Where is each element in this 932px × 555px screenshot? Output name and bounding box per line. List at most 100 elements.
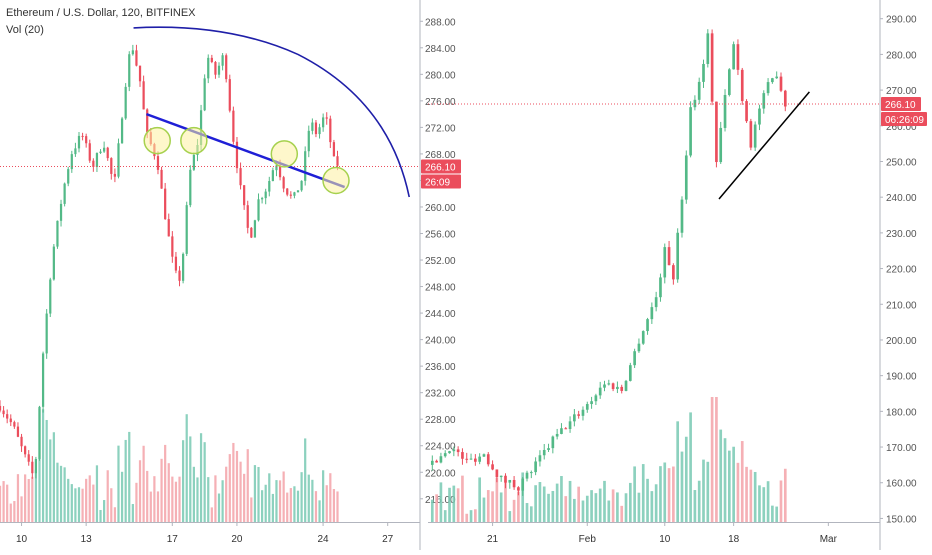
volume-bar [207, 477, 210, 522]
candle-body [482, 454, 486, 457]
candle-body [456, 449, 460, 453]
candle-body [253, 220, 257, 238]
volume-bar [758, 485, 761, 522]
volume-bar [439, 482, 443, 522]
candle-body [74, 148, 77, 155]
candle-body [336, 156, 339, 166]
volume-bar [246, 449, 249, 522]
y-tick-label: 230.00 [886, 229, 917, 240]
volume-bar [243, 473, 246, 522]
y-tick-label: 260.00 [886, 122, 917, 133]
volume-bar [0, 485, 2, 522]
volume-bar [9, 503, 12, 522]
volume-bar [289, 488, 292, 522]
candle-body [192, 154, 195, 170]
volume-bar [474, 509, 477, 522]
volume-bar [314, 491, 318, 522]
y-tick-label: 240.00 [425, 336, 456, 347]
candle-body [174, 256, 178, 271]
candle-body [736, 44, 740, 70]
x-tick-label: 18 [728, 534, 740, 545]
y-tick-label: 252.00 [425, 256, 456, 267]
highlight-circle [322, 166, 350, 195]
volume-bar [616, 492, 619, 522]
countdown-label: 06:26:09 [885, 115, 924, 126]
candle-body [232, 110, 235, 142]
volume-bar [624, 493, 628, 522]
volume-bar [461, 475, 464, 522]
volume-bar [766, 481, 770, 522]
volume-bar [504, 480, 507, 522]
volume-bar [775, 506, 779, 522]
volume-bar [783, 468, 787, 522]
volume-bar [745, 466, 748, 522]
volume-bar [38, 408, 41, 522]
volume-bar [232, 442, 235, 522]
candle-body [727, 69, 731, 95]
candle-body [560, 428, 563, 434]
candle-body [598, 387, 602, 396]
volume-bar [512, 499, 516, 522]
volume-bar [67, 478, 70, 522]
volume-bar [185, 414, 188, 522]
volume-bar [430, 499, 434, 522]
volume-bar [585, 495, 589, 522]
candle-body [654, 297, 658, 308]
candle-body [24, 446, 27, 455]
candle-body [667, 247, 671, 266]
volume-bar [124, 439, 127, 522]
volume-bar [88, 475, 91, 522]
volume-bar [174, 481, 178, 522]
volume-bar [52, 432, 55, 522]
volume-bar [221, 480, 224, 522]
candle-body [538, 455, 542, 462]
volume-bar [336, 491, 339, 522]
highlight-circle [180, 126, 208, 155]
candle-body [271, 170, 274, 181]
candle-body [693, 99, 697, 108]
candle-body [41, 353, 45, 407]
candle-body [235, 141, 239, 169]
volume-bar [27, 479, 30, 522]
volume-bar [95, 465, 99, 522]
volume-bar [633, 466, 636, 522]
volume-indicator-label[interactable]: Vol (20) [6, 24, 44, 36]
candle-body [171, 236, 174, 257]
volume-bar [199, 433, 203, 522]
x-tick-label: 20 [231, 534, 243, 545]
volume-bar [672, 466, 675, 522]
y-tick-label: 288.00 [425, 17, 456, 28]
candle-body [164, 188, 167, 220]
volume-bar [106, 470, 109, 522]
volume-bar [260, 490, 264, 522]
candle-body [753, 124, 757, 148]
candle-body [264, 191, 267, 199]
highlight-circle [270, 140, 299, 168]
y-tick-label: 220.00 [886, 265, 917, 276]
volume-bar [637, 492, 641, 522]
candle-body [581, 409, 585, 416]
y-tick-label: 284.00 [425, 44, 456, 55]
candle-body [106, 147, 109, 159]
y-tick-label: 280.00 [886, 50, 917, 61]
candle-body [278, 165, 282, 178]
y-tick-label: 280.00 [425, 70, 456, 81]
candle-body [697, 81, 701, 100]
countdown-label: 26:09 [425, 178, 450, 189]
volume-bar [491, 491, 494, 522]
candle-body [6, 414, 9, 419]
candle-body [243, 185, 246, 206]
volume-bar [92, 484, 95, 522]
candle-body [689, 107, 692, 156]
candle-body [117, 143, 120, 177]
candle-body [633, 351, 636, 366]
volume-bar [607, 500, 611, 522]
volume-bar [120, 471, 124, 522]
volume-bar [525, 503, 529, 522]
candle-body [146, 109, 149, 133]
candle-body [16, 426, 20, 437]
y-tick-label: 228.00 [425, 415, 456, 426]
candle-body [715, 101, 718, 163]
candle-body [103, 147, 106, 152]
